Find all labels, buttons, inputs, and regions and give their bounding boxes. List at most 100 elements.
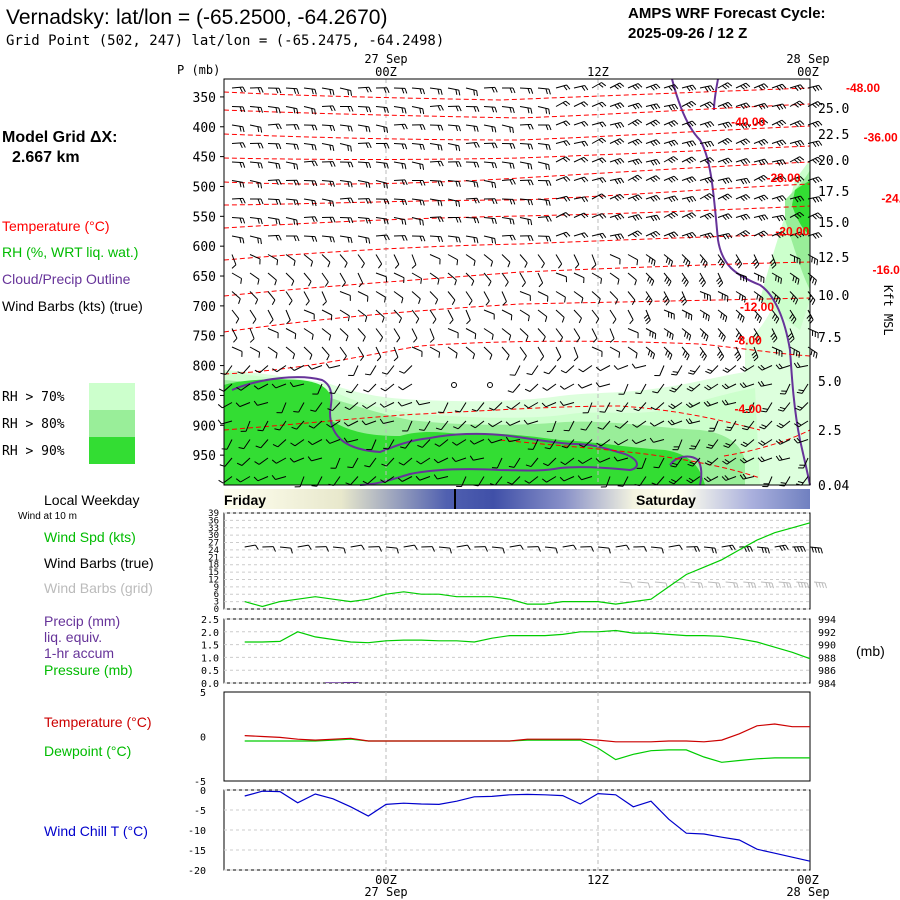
wind-barb-flag (452, 441, 457, 446)
calm-wind-marker-1 (451, 382, 457, 388)
wind-barb-flag (686, 178, 691, 184)
wind-barb-flag (671, 85, 676, 90)
wind-barb-staff (371, 439, 377, 450)
wind-barb (447, 161, 462, 168)
wind-barb-flag (667, 420, 673, 426)
wind-barb-flag (645, 295, 650, 301)
wind-barb (249, 161, 263, 169)
wind-barb (708, 420, 719, 432)
wind-barb (249, 291, 259, 305)
wind-barb-staff (411, 161, 423, 165)
wind-barb-flag (764, 214, 769, 220)
wind-barb-flag (655, 230, 661, 236)
wind-barb-staff (447, 254, 458, 261)
wind-barb-staff (591, 346, 603, 352)
wind-barb-flag (239, 237, 242, 243)
wind-barb-flag (257, 279, 260, 285)
wind-barb-flag (617, 178, 622, 184)
wind-barb-flag (720, 334, 724, 340)
wind-barb-staff (313, 420, 323, 429)
wind-barb-flag (293, 180, 297, 186)
wind-barb-flag (386, 183, 388, 189)
wind-barb-flag (632, 141, 637, 146)
wind-barb-flag (590, 546, 594, 552)
wind-barb-flag (467, 544, 471, 550)
wind-barb-staff (618, 439, 629, 446)
wind-barb-flag (632, 177, 637, 182)
wind-barb (699, 121, 715, 128)
wind-barb-flag (398, 317, 402, 324)
wind-barb (411, 309, 420, 324)
wind-barb-flag (742, 441, 749, 446)
wind-barb-flag (545, 199, 548, 206)
wind-barb-flag (702, 260, 706, 266)
wind-barb-flag (764, 103, 769, 109)
wind-barb-flag (709, 157, 715, 162)
wind-barb-staff (483, 86, 496, 89)
wind-barb (267, 87, 282, 94)
wind-barb-staff (411, 346, 423, 352)
wind-barb-staff (573, 212, 585, 218)
wind-barb-flag (257, 107, 261, 113)
wind-barb-flag (527, 163, 530, 169)
temperature-contour-label: -12.00 (740, 300, 774, 314)
wind-barb-staff (249, 272, 260, 280)
wind-barb (506, 402, 521, 410)
wind-barb-flag (457, 332, 459, 339)
wind-barb (717, 121, 733, 129)
wind-barb-staff (375, 309, 385, 318)
wind-barb (685, 402, 701, 408)
wind-barb (636, 457, 647, 469)
wind-barb (231, 161, 246, 168)
wind-barb-staff (465, 217, 478, 219)
wind-barb-staff (483, 291, 490, 302)
wind-barb-flag (776, 141, 781, 147)
wind-barb-flag (565, 212, 571, 217)
wind-barb-flag (669, 354, 673, 360)
wind-barb-flag (722, 460, 728, 465)
wind-barb-staff (555, 272, 567, 278)
wind-barb-flag (454, 410, 461, 413)
wind-barb-flag (529, 295, 531, 301)
wind-barb-flag (815, 233, 820, 238)
wind-barb (415, 475, 431, 481)
wind-barb-flag (542, 336, 546, 342)
wind-barb (447, 346, 458, 359)
wind-barb-flag (458, 90, 461, 96)
wind-barb-flag (683, 279, 688, 285)
wind-barb-staff (321, 309, 333, 316)
wind-barb (505, 420, 521, 426)
wind-barb-flag (455, 145, 458, 151)
wind-barb-flag (706, 446, 712, 449)
wind-barb (542, 457, 557, 467)
wind-barb-flag (350, 181, 353, 188)
wind-barb (663, 195, 679, 203)
wind-barb-flag (818, 196, 823, 202)
wind-barb-flag (401, 179, 405, 186)
wind-barb (435, 420, 449, 431)
wind-barb (595, 365, 611, 372)
wind-barb-flag (764, 547, 767, 554)
wind-barb-staff (240, 476, 251, 483)
wind-barb-flag (584, 196, 589, 202)
wind-barb (363, 383, 377, 393)
wind-barb-flag (812, 86, 817, 92)
wind-barb (687, 457, 701, 467)
wind-barb-flag (614, 215, 619, 221)
wind-barb-flag (721, 384, 727, 390)
wind-barb-staff (582, 457, 593, 464)
wind-barb (705, 365, 719, 374)
wind-barb (769, 254, 777, 269)
wind-barb-flag (289, 382, 294, 387)
temperature-contour-label: -28.00 (766, 171, 800, 185)
wind-barb-flag (494, 162, 497, 169)
wind-barb-flag (530, 219, 533, 226)
wind-barb-flag (580, 213, 586, 219)
surface-wind-barb (368, 546, 382, 552)
wind-barb-flag (704, 123, 709, 128)
legend-rh: RH (%, WRT liq. wat.) (2, 244, 138, 260)
wind-barb-staff (393, 143, 406, 145)
wind-barb-flag (651, 258, 654, 265)
wind-barb-flag (332, 145, 335, 151)
wind-barb (267, 328, 279, 339)
